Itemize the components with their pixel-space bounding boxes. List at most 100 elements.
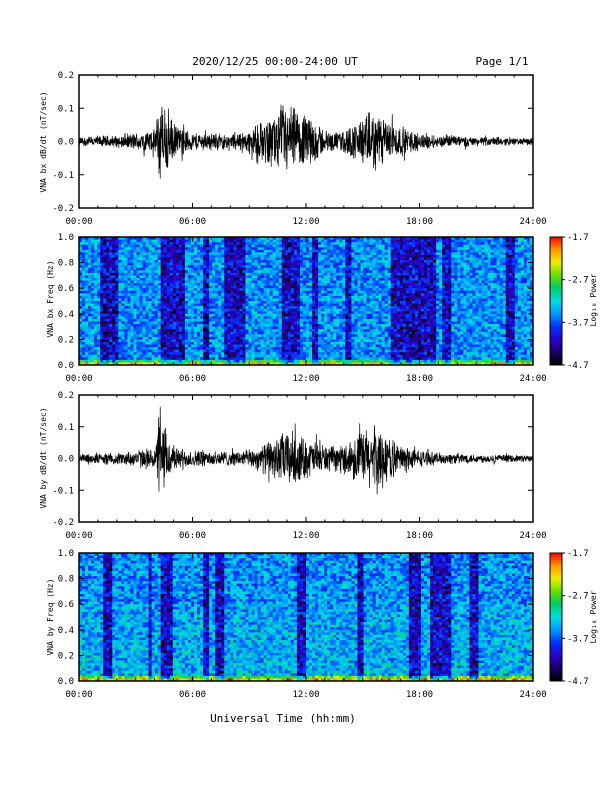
spectrogram-cell [357,288,360,291]
spectrogram-cell [100,314,103,317]
spectrogram-cell [354,286,357,289]
spectrogram-cell [351,291,354,294]
spectrogram-cell [233,345,236,348]
spectrogram-cell [336,296,339,299]
spectrogram-cell [85,316,88,319]
spectrogram-cell [267,332,270,335]
spectrogram-cell [252,270,255,273]
spectrogram-cell [103,329,106,332]
spectrogram-cell [203,327,206,330]
spectrogram-cell [212,347,215,350]
spectrogram-cell [215,332,218,335]
spectrogram-cell [221,288,224,291]
spectrogram-cell [143,329,146,332]
spectrogram-cell [173,309,176,312]
spectrogram-cell [103,265,106,268]
spectrogram-cell [130,345,133,348]
spectrogram-cell [327,342,330,345]
spectrogram-cell [351,283,354,286]
spectrogram-cell [221,298,224,301]
spectrogram-cell [133,252,136,255]
spectrogram-cell [330,273,333,276]
spectrogram-cell [161,252,164,255]
spectrogram-cell [285,337,288,340]
spectrogram-cell [161,273,164,276]
spectrogram-cell [327,247,330,250]
spectrogram-cell [267,288,270,291]
spectrogram-cell [324,337,327,340]
spectrogram-cell [252,321,255,324]
spectrogram-cell [330,355,333,358]
spectrogram-cell [288,260,291,263]
spectrogram-cell [94,257,97,260]
spectrogram-cell [221,245,224,248]
spectrogram-cell [276,242,279,245]
spectrogram-cell [258,329,261,332]
spectrogram-cell [140,311,143,314]
spectrogram-cell [270,268,273,271]
spectrogram-cell [152,263,155,266]
spectrogram-cell [176,301,179,304]
spectrogram-cell [179,281,182,284]
spectrogram-cell [164,301,167,304]
spectrogram-cell [354,281,357,284]
spectrogram-cell [182,298,185,301]
spectrogram-cell [179,321,182,324]
spectrogram-cell [261,316,264,319]
spectrogram-cell [364,247,367,250]
spectrogram-cell [318,316,321,319]
spectrogram-cell [306,257,309,260]
spectrogram-cell [321,329,324,332]
spectrogram-cell [264,250,267,253]
spectrogram-cell [312,265,315,268]
spectrogram-cell [276,245,279,248]
spectrogram-cell [152,278,155,281]
spectrogram-cell [203,355,206,358]
spectrogram-cell [339,319,342,322]
spectrogram-cell [191,342,194,345]
spectrogram-cell [364,345,367,348]
spectrogram-cell [94,304,97,307]
spectrogram-cell [185,352,188,355]
spectrogram-cell [215,242,218,245]
spectrogram-cell [182,357,185,360]
spectrogram-cell [85,242,88,245]
spectrogram-cell [324,316,327,319]
spectrogram-cell [182,275,185,278]
spectrogram-cell [188,283,191,286]
spectrogram-cell [342,350,345,353]
spectrogram-cell [373,263,376,266]
spectrogram-cell [252,286,255,289]
spectrogram-cell [82,352,85,355]
spectrogram-cell [133,324,136,327]
spectrogram-cell [236,339,239,342]
spectrogram-cell [364,252,367,255]
spectrogram-cell [303,247,306,250]
spectrogram-cell [212,286,215,289]
spectrogram-cell [97,286,100,289]
spectrogram-cell [197,332,200,335]
spectrogram-cell [182,265,185,268]
spectrogram-cell [112,324,115,327]
spectrogram-cell [130,291,133,294]
spectrogram-cell [351,306,354,309]
spectrogram-cell [279,321,282,324]
spectrogram-cell [306,242,309,245]
spectrogram-cell [276,311,279,314]
spectrogram-cell [106,337,109,340]
spectrogram-cell [345,337,348,340]
spectrogram-cell [351,250,354,253]
spectrogram-cell [100,316,103,319]
spectrogram-cell [179,360,182,363]
spectrogram-cell [179,288,182,291]
spectrogram-cell [315,319,318,322]
spectrogram-cell [106,286,109,289]
spectrogram-cell [227,316,230,319]
spectrogram-cell [330,286,333,289]
spectrogram-cell [164,278,167,281]
spectrogram-cell [197,288,200,291]
spectrogram-cell [130,250,133,253]
spectrogram-cell [227,260,230,263]
spectrogram-cell [158,347,161,350]
spectrogram-cell [306,306,309,309]
